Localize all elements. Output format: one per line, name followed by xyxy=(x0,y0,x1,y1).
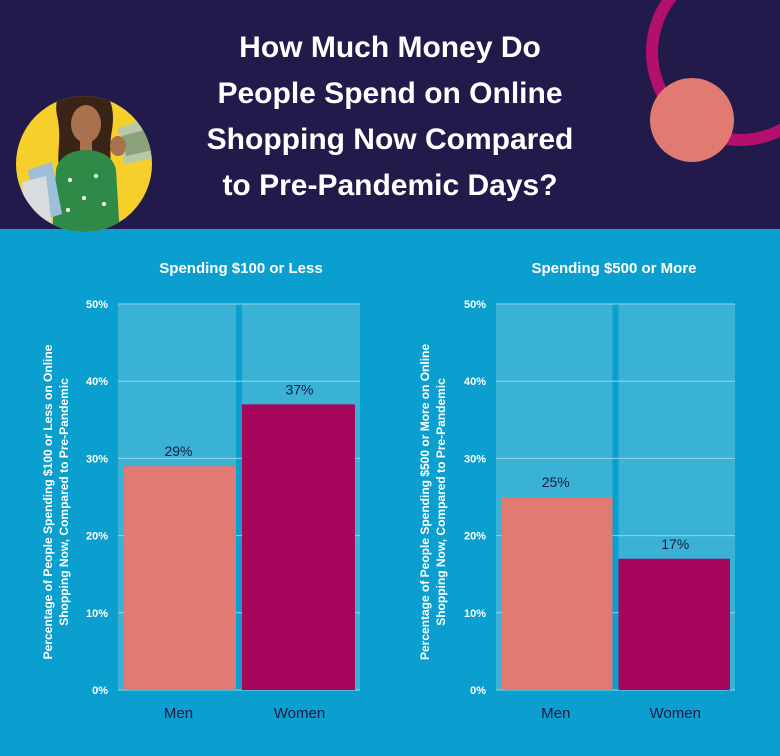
y-tick-label: 10% xyxy=(464,608,486,620)
y-axis-label-line-2: Shopping Now, Compared to Pre-Pandemic xyxy=(57,378,71,626)
title-line-2: People Spend on Online xyxy=(217,77,562,110)
y-tick-label: 40% xyxy=(464,376,486,388)
x-category-label-women: Women xyxy=(274,705,325,722)
x-category-label-men: Men xyxy=(541,705,570,722)
y-tick-label: 50% xyxy=(464,299,486,311)
y-axis-label-line-2: Shopping Now, Compared to Pre-Pandemic xyxy=(434,378,448,626)
y-axis-label-line-1: Percentage of People Spending $500 or Mo… xyxy=(418,344,432,660)
bar-women xyxy=(242,404,355,690)
header-banner: How Much Money Do People Spend on Online… xyxy=(0,0,780,232)
y-tick-label: 10% xyxy=(86,608,108,620)
x-category-label-women: Women xyxy=(650,705,701,722)
bar-women xyxy=(618,558,730,690)
bar-men xyxy=(124,466,236,690)
title-line-3: Shopping Now Compared xyxy=(207,123,574,156)
y-tick-label: 40% xyxy=(86,376,108,388)
data-label-women: 37% xyxy=(285,381,313,397)
bar-men xyxy=(502,497,613,690)
y-tick-label: 50% xyxy=(86,299,108,311)
title-line-1: How Much Money Do xyxy=(239,31,541,64)
chart-spending-500-or-more: Spending $500 or More Percentage of Peop… xyxy=(418,260,735,722)
chart-title: Spending $100 or Less xyxy=(159,260,322,277)
x-category-label-men: Men xyxy=(164,705,193,722)
y-tick-label: 30% xyxy=(86,453,108,465)
data-label-men: 25% xyxy=(542,474,570,490)
y-tick-label: 0% xyxy=(470,685,486,697)
y-tick-label: 20% xyxy=(464,531,486,543)
data-label-men: 29% xyxy=(164,443,192,459)
data-label-women: 17% xyxy=(661,536,689,552)
chart-title: Spending $500 or More xyxy=(531,260,696,277)
y-tick-label: 0% xyxy=(92,685,108,697)
chart-spending-100-or-less: Spending $100 or Less Percentage of Peop… xyxy=(41,260,360,722)
decorative-ring xyxy=(646,0,780,146)
title-line-4: to Pre-Pandemic Days? xyxy=(222,169,557,202)
y-axis-label-line-1: Percentage of People Spending $100 or Le… xyxy=(41,344,55,659)
shopper-portrait-illustration xyxy=(16,96,152,232)
y-tick-label: 30% xyxy=(464,453,486,465)
decorative-circle xyxy=(650,78,734,162)
y-tick-label: 20% xyxy=(86,531,108,543)
